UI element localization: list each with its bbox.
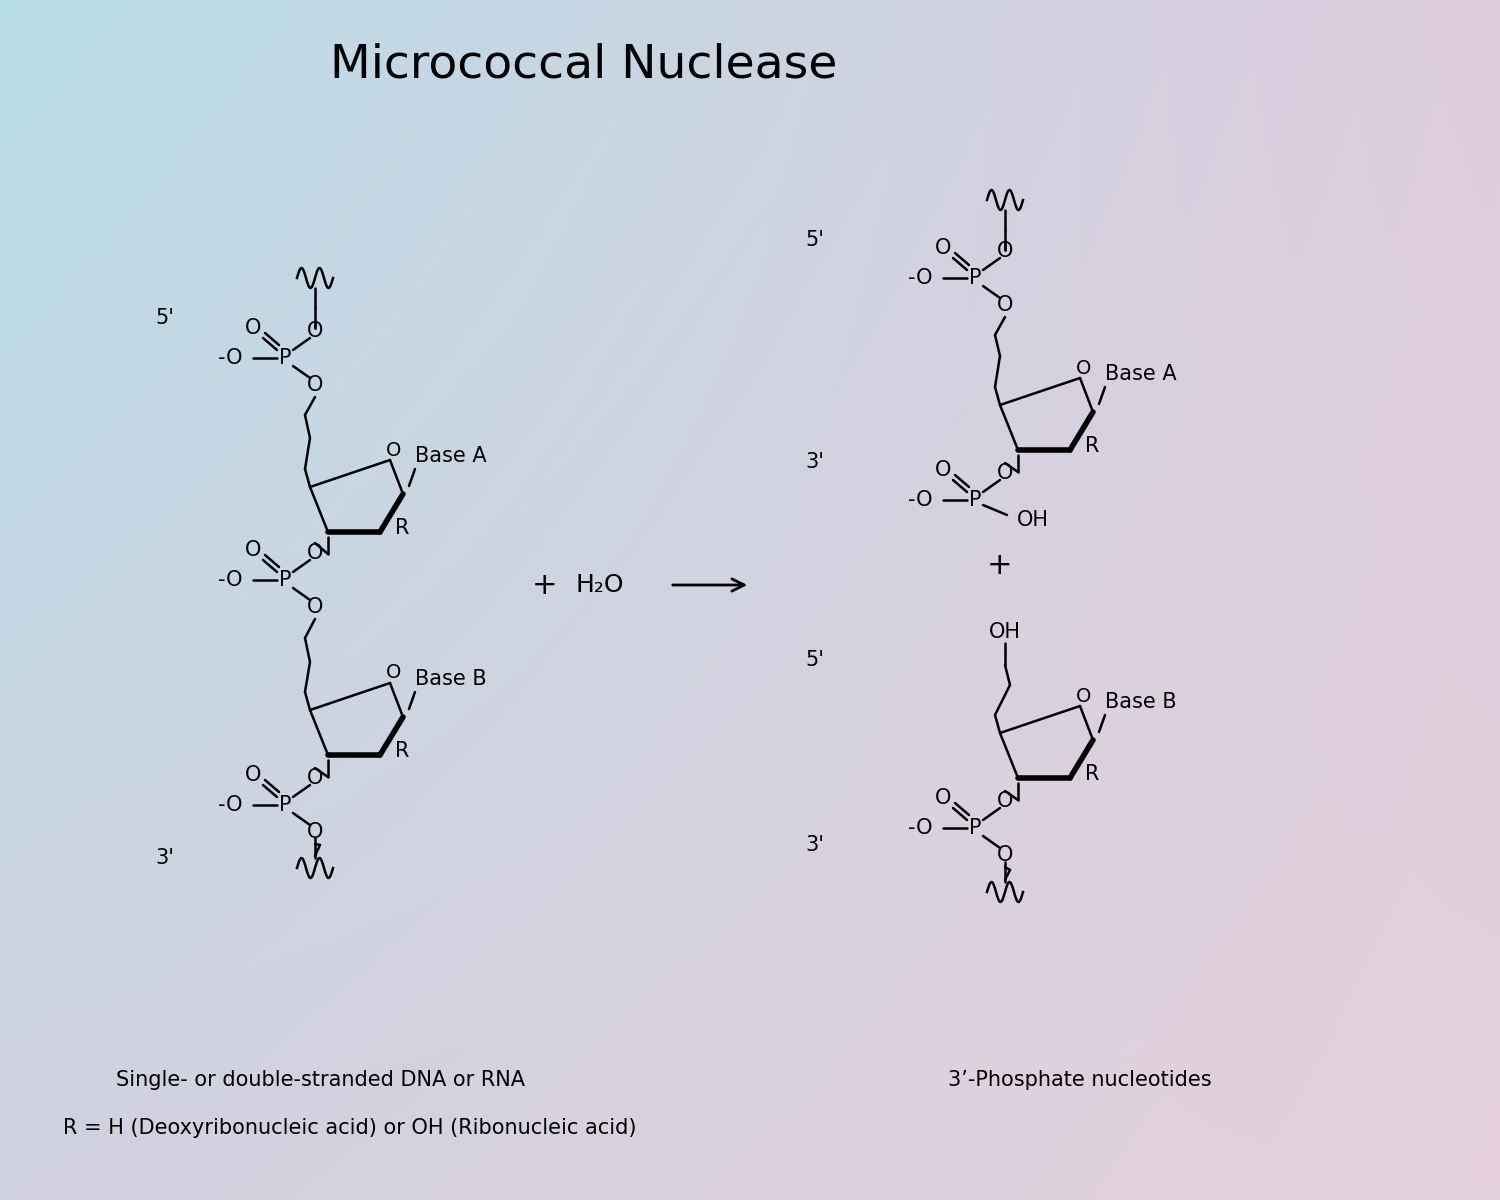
Text: O: O <box>934 788 951 808</box>
Text: O: O <box>308 542 322 563</box>
Text: +: + <box>532 570 558 600</box>
Text: R: R <box>1084 764 1100 784</box>
Text: O: O <box>998 845 1012 865</box>
Text: R: R <box>394 740 410 761</box>
Text: O: O <box>308 596 322 617</box>
Text: H₂O: H₂O <box>576 572 624 596</box>
Text: -O: -O <box>217 794 242 815</box>
Text: R: R <box>394 518 410 538</box>
Text: -O: -O <box>217 348 242 368</box>
Text: -O: -O <box>908 490 932 510</box>
Text: O: O <box>244 766 261 785</box>
Text: 5': 5' <box>806 650 824 670</box>
Text: Single- or double-stranded DNA or RNA: Single- or double-stranded DNA or RNA <box>116 1070 525 1090</box>
Text: O: O <box>934 460 951 480</box>
Text: -O: -O <box>908 818 932 838</box>
Text: O: O <box>998 241 1012 260</box>
Text: O: O <box>998 295 1012 314</box>
Text: O: O <box>998 791 1012 811</box>
Text: O: O <box>308 822 322 842</box>
Text: O: O <box>308 374 322 395</box>
Text: P: P <box>279 348 291 368</box>
Text: Base A: Base A <box>1106 364 1176 384</box>
Text: O: O <box>387 440 402 460</box>
Text: O: O <box>244 540 261 560</box>
Text: 5': 5' <box>154 308 174 328</box>
Text: O: O <box>308 768 322 788</box>
Text: +: + <box>987 551 1012 580</box>
Text: O: O <box>1077 359 1092 378</box>
Text: O: O <box>934 238 951 258</box>
Text: P: P <box>969 818 981 838</box>
Text: 3': 3' <box>806 452 824 472</box>
Text: OH: OH <box>1017 510 1048 530</box>
Text: -O: -O <box>217 570 242 590</box>
Text: Base B: Base B <box>1106 692 1176 712</box>
Text: 3': 3' <box>806 835 824 854</box>
Text: Micrococcal Nuclease: Micrococcal Nuclease <box>330 42 837 86</box>
Text: O: O <box>244 318 261 338</box>
Text: Base A: Base A <box>416 446 486 466</box>
Text: O: O <box>1077 686 1092 706</box>
Text: 5': 5' <box>806 230 824 250</box>
Text: R = H (Deoxyribonucleic acid) or OH (Ribonucleic acid): R = H (Deoxyribonucleic acid) or OH (Rib… <box>63 1118 636 1138</box>
Text: P: P <box>279 794 291 815</box>
Text: R: R <box>1084 436 1100 456</box>
Text: Base B: Base B <box>416 670 486 689</box>
Text: O: O <box>308 320 322 341</box>
Text: O: O <box>998 463 1012 482</box>
Text: P: P <box>279 570 291 590</box>
Text: -O: -O <box>908 268 932 288</box>
Text: 3': 3' <box>154 848 174 868</box>
Text: OH: OH <box>988 622 1022 642</box>
Text: O: O <box>387 664 402 683</box>
Text: 3’-Phosphate nucleotides: 3’-Phosphate nucleotides <box>948 1070 1212 1090</box>
Text: P: P <box>969 268 981 288</box>
Text: P: P <box>969 490 981 510</box>
